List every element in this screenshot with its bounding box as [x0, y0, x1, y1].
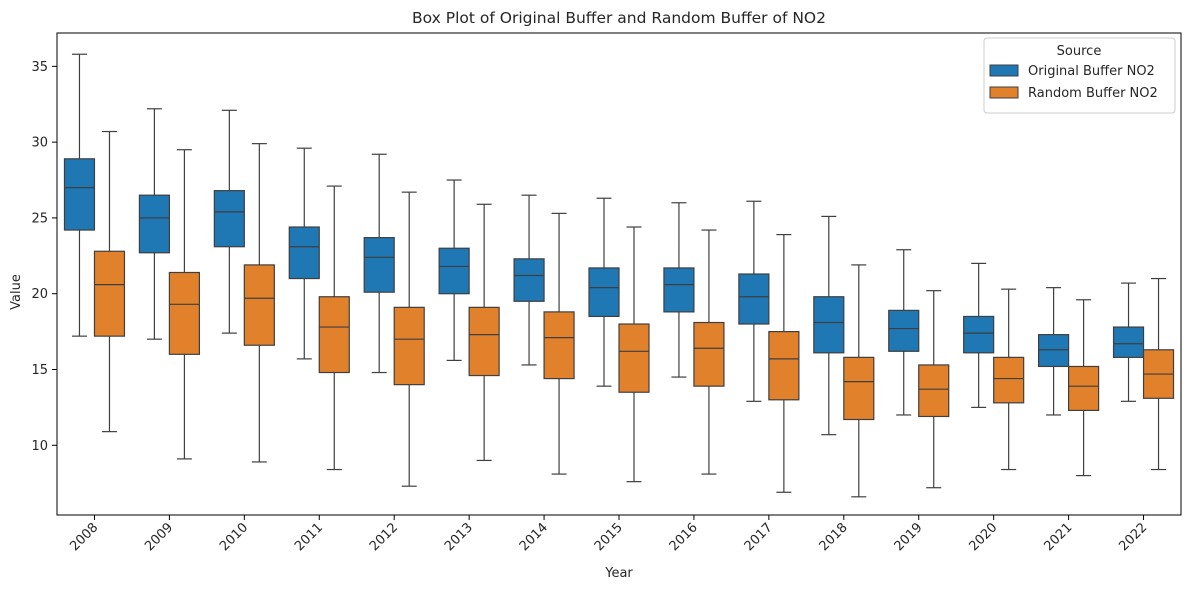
box-body [663, 267, 695, 313]
x-tick-label: 2019 [892, 520, 926, 554]
x-tick-label: 2020 [966, 520, 1000, 554]
box-body [393, 306, 425, 386]
box-random-2016 [693, 229, 725, 475]
box-body [168, 271, 200, 355]
box-body [1112, 326, 1145, 358]
x-tick-label: 2008 [67, 520, 101, 554]
x-tick-label: 2013 [442, 520, 476, 554]
box-body [918, 364, 950, 418]
box-body [213, 190, 245, 248]
box-random-2020 [993, 288, 1025, 471]
box-body [618, 323, 650, 393]
box-original-2016 [663, 202, 695, 378]
box-body [93, 250, 126, 337]
x-tick-label: 2011 [292, 520, 326, 554]
x-tick-label: 2014 [517, 520, 551, 554]
box-original-2013 [438, 179, 470, 361]
box-body [843, 356, 875, 421]
chart-title: Box Plot of Original Buffer and Random B… [412, 9, 826, 27]
box-random-2009 [168, 149, 200, 460]
box-random-2013 [468, 203, 500, 462]
box-original-2018 [813, 215, 845, 436]
box-body [768, 330, 800, 401]
legend-title: Source [1057, 44, 1102, 59]
legend[interactable]: Source Original Buffer NO2 Random Buffer… [983, 37, 1176, 114]
box-body [468, 306, 500, 377]
box-body [363, 237, 395, 293]
box-original-2020 [963, 262, 995, 408]
box-random-2008 [93, 130, 126, 433]
box-body [243, 264, 275, 346]
box-body [888, 309, 920, 352]
box-random-2019 [918, 290, 950, 489]
legend-label-random: Random Buffer NO2 [1028, 86, 1158, 101]
box-body [543, 311, 575, 380]
box-original-2021 [1037, 287, 1070, 416]
box-body [813, 296, 845, 354]
x-tick-label: 2016 [667, 520, 701, 554]
legend-swatch-random [989, 86, 1019, 99]
box-random-2021 [1067, 299, 1100, 477]
x-tick-label: 2015 [592, 520, 626, 554]
legend-frame [983, 37, 1176, 114]
box-body [963, 315, 995, 354]
y-axis-label: Value [9, 274, 24, 310]
x-tick-label: 2018 [817, 520, 851, 554]
box-body [438, 247, 470, 295]
plot-area [63, 53, 1175, 498]
x-tick-label: 2022 [1116, 520, 1150, 554]
y-tick-label: 15 [31, 363, 48, 378]
box-random-2011 [318, 185, 350, 471]
box-body [138, 194, 170, 254]
box-random-2017 [768, 233, 800, 493]
legend-swatch-original [989, 64, 1019, 77]
axes-frame [56, 32, 1182, 516]
box-random-2014 [543, 212, 575, 475]
box-body [738, 273, 770, 325]
box-body [993, 356, 1025, 404]
box-body [588, 267, 620, 318]
x-tick-label: 2010 [217, 520, 251, 554]
box-body [1067, 365, 1100, 412]
y-tick-label: 10 [31, 439, 48, 454]
box-original-2008 [63, 53, 96, 337]
y-tick-label: 35 [31, 60, 48, 75]
x-tick-label: 2012 [367, 520, 401, 554]
box-original-2010 [213, 109, 245, 334]
box-body [513, 258, 545, 302]
box-random-2015 [618, 226, 650, 483]
box-original-2022 [1112, 282, 1145, 402]
box-original-2012 [363, 153, 395, 374]
box-original-2019 [888, 249, 920, 416]
x-tick-label: 2021 [1041, 520, 1075, 554]
x-tick-label: 2017 [742, 520, 776, 554]
box-random-2022 [1142, 277, 1175, 471]
legend-label-original: Original Buffer NO2 [1028, 64, 1155, 79]
y-tick-label: 20 [31, 287, 48, 302]
x-tick-label: 2009 [142, 520, 176, 554]
x-axis-label: Year [604, 566, 633, 581]
box-random-2012 [393, 191, 425, 487]
box-original-2015 [588, 197, 620, 387]
y-tick-label: 25 [31, 211, 48, 226]
box-body [288, 226, 320, 280]
box-body [1037, 334, 1070, 368]
box-original-2014 [513, 194, 545, 366]
box-random-2018 [843, 264, 875, 498]
box-original-2011 [288, 147, 320, 360]
box-body [63, 158, 96, 231]
y-tick-label: 30 [31, 136, 48, 151]
box-body [693, 321, 725, 387]
box-random-2010 [243, 143, 275, 463]
box-body [318, 296, 350, 374]
box-original-2017 [738, 200, 770, 402]
box-original-2009 [138, 108, 170, 340]
